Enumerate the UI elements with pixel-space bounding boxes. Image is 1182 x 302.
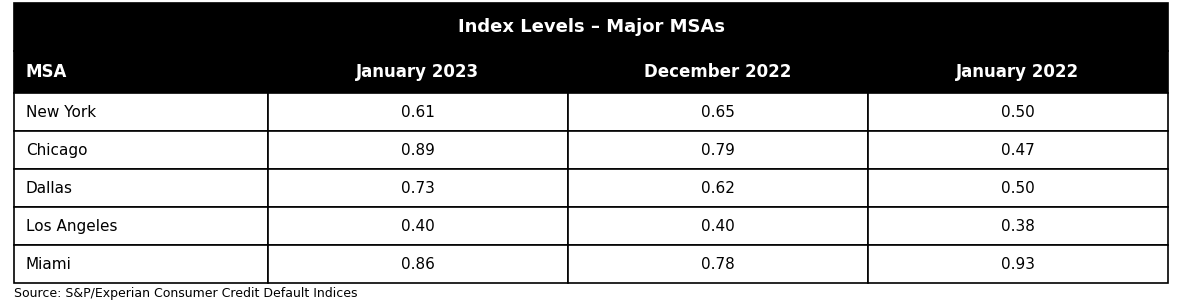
Text: 0.79: 0.79 — [701, 143, 735, 158]
Bar — [268, 51, 567, 93]
Bar — [14, 207, 268, 245]
Text: 0.78: 0.78 — [701, 256, 735, 271]
Bar — [868, 207, 1168, 245]
Bar — [567, 245, 868, 283]
Bar — [868, 93, 1168, 131]
Bar — [268, 93, 567, 131]
Text: MSA: MSA — [26, 63, 67, 81]
Bar — [567, 51, 868, 93]
Text: January 2023: January 2023 — [357, 63, 480, 81]
Bar — [567, 131, 868, 169]
Text: 0.61: 0.61 — [401, 104, 435, 120]
Bar — [14, 169, 268, 207]
Bar — [14, 93, 268, 131]
Bar — [268, 169, 567, 207]
Text: 0.65: 0.65 — [701, 104, 735, 120]
Bar — [14, 3, 1168, 51]
Text: 0.93: 0.93 — [1001, 256, 1035, 271]
Bar — [14, 51, 268, 93]
Text: 0.62: 0.62 — [701, 181, 735, 195]
Text: New York: New York — [26, 104, 96, 120]
Text: 0.89: 0.89 — [401, 143, 435, 158]
Bar — [567, 93, 868, 131]
Bar — [268, 207, 567, 245]
Text: 0.38: 0.38 — [1001, 219, 1034, 233]
Text: 0.47: 0.47 — [1001, 143, 1034, 158]
Bar — [567, 207, 868, 245]
Text: Chicago: Chicago — [26, 143, 87, 158]
Text: Los Angeles: Los Angeles — [26, 219, 117, 233]
Bar — [14, 131, 268, 169]
Bar — [268, 131, 567, 169]
Text: January 2022: January 2022 — [956, 63, 1079, 81]
Text: 0.50: 0.50 — [1001, 104, 1034, 120]
Bar — [868, 245, 1168, 283]
Bar — [14, 245, 268, 283]
Text: 0.50: 0.50 — [1001, 181, 1034, 195]
Text: Index Levels – Major MSAs: Index Levels – Major MSAs — [457, 18, 725, 36]
Text: 0.40: 0.40 — [401, 219, 435, 233]
Text: Dallas: Dallas — [26, 181, 73, 195]
Text: December 2022: December 2022 — [644, 63, 792, 81]
Text: 0.73: 0.73 — [401, 181, 435, 195]
Bar — [868, 131, 1168, 169]
Text: Source: S&P/Experian Consumer Credit Default Indices: Source: S&P/Experian Consumer Credit Def… — [14, 287, 358, 300]
Text: 0.40: 0.40 — [701, 219, 735, 233]
Text: 0.86: 0.86 — [401, 256, 435, 271]
Bar — [268, 245, 567, 283]
Bar — [868, 169, 1168, 207]
Bar — [567, 169, 868, 207]
Bar — [868, 51, 1168, 93]
Text: Miami: Miami — [26, 256, 72, 271]
